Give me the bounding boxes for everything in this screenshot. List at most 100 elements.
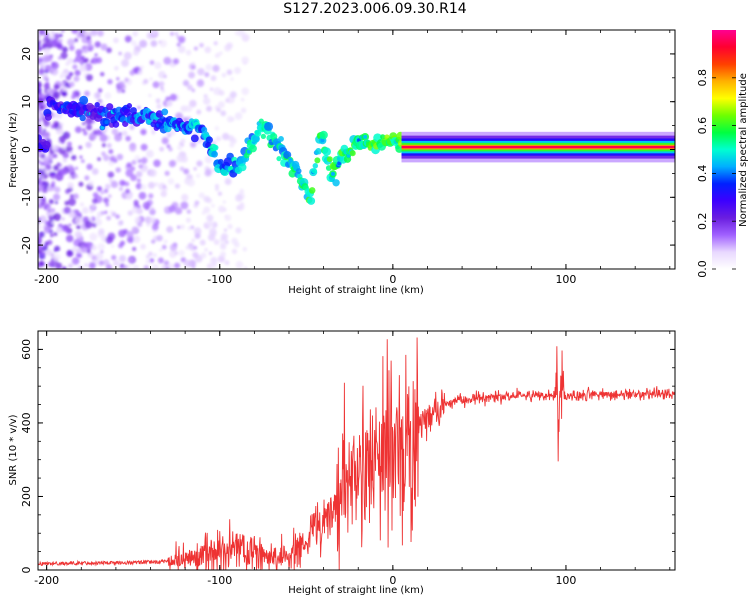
- heatmap-cell: [174, 32, 179, 36]
- heatmap-peak: [330, 171, 335, 176]
- heatmap-cell: [95, 218, 103, 226]
- heatmap-cell: [84, 263, 88, 267]
- heatmap-cell: [212, 144, 219, 151]
- heatmap-cell: [227, 223, 233, 230]
- heatmap-cell: [107, 171, 115, 178]
- heatmap-cell: [150, 40, 158, 47]
- heatmap-cell: [82, 122, 86, 126]
- heatmap-cell: [148, 251, 153, 257]
- heatmap-cell: [179, 224, 185, 230]
- heatmap-cell: [166, 225, 174, 233]
- heatmap-cell: [312, 163, 319, 169]
- heatmap-cell: [97, 157, 101, 162]
- heatmap-cell: [67, 182, 74, 189]
- heatmap-cell: [150, 30, 157, 36]
- heatmap-cell: [129, 70, 136, 76]
- heatmap-cell: [68, 263, 73, 269]
- heatmap-cell: [210, 256, 218, 265]
- heatmap-cell: [73, 193, 79, 200]
- heatmap-cell: [161, 89, 165, 93]
- colorbar-tick-label: 0.0: [696, 260, 709, 278]
- heatmap-noise: [38, 30, 250, 269]
- heatmap-cell: [173, 58, 180, 65]
- heatmap-cell: [125, 169, 134, 177]
- heatmap-cell: [51, 61, 56, 66]
- heatmap-cell: [45, 164, 52, 171]
- heatmap-cell: [111, 254, 117, 261]
- heatmap-cell: [86, 124, 93, 131]
- heatmap-cell: [106, 103, 114, 111]
- heatmap-cell: [203, 93, 208, 99]
- heatmap-cell: [109, 210, 114, 215]
- heatmap-cell: [58, 135, 66, 143]
- heatmap-cell: [74, 38, 79, 43]
- heatmap-cell: [98, 260, 104, 266]
- heatmap-cell: [43, 36, 51, 44]
- heatmap-cell: [264, 121, 274, 131]
- heatmap-cell: [241, 33, 250, 42]
- heatmap-cell: [255, 130, 262, 137]
- heatmap-cell: [187, 178, 196, 187]
- heatmap-cell: [119, 179, 126, 187]
- heatmap-cell: [215, 136, 222, 142]
- heatmap-cell: [92, 198, 98, 204]
- heatmap-cell: [85, 74, 93, 82]
- heatmap-cell: [89, 232, 98, 241]
- heatmap-peak: [147, 119, 152, 124]
- heatmap-cell: [178, 35, 186, 44]
- heatmap-cell: [91, 168, 99, 175]
- heatmap-cell: [49, 34, 55, 41]
- heatmap-cell: [62, 145, 66, 150]
- heatmap-cell: [192, 251, 199, 258]
- heatmap-cell: [160, 190, 167, 198]
- heatmap-cell: [105, 202, 109, 207]
- heatmap-cell: [75, 248, 82, 254]
- heatmap-cell: [56, 226, 63, 233]
- heatmap-cell: [74, 69, 81, 76]
- heatmap-cell: [130, 40, 137, 47]
- snr-panel: -200 -100 0 100 0 200 400 600 Height of straigh…: [8, 330, 676, 596]
- heatmap-cell: [71, 246, 78, 252]
- heatmap-cell: [42, 54, 51, 63]
- heatmap-cell: [226, 42, 233, 49]
- heatmap-cell: [194, 200, 200, 206]
- heatmap-cell: [141, 168, 146, 173]
- heatmap-cell: [212, 64, 220, 73]
- spectrogram-ylabel: Frequency (Hz): [8, 112, 19, 188]
- heatmap-cell: [241, 56, 249, 65]
- heatmap-cell: [127, 210, 133, 216]
- heatmap-cell: [79, 114, 86, 122]
- heatmap-cell: [102, 259, 110, 266]
- heatmap-cell: [83, 131, 88, 136]
- heatmap-cell: [176, 42, 181, 47]
- heatmap-cell: [64, 200, 70, 206]
- heatmap-cell: [60, 51, 68, 60]
- heatmap-cell: [72, 259, 77, 264]
- heatmap-cell: [74, 126, 82, 134]
- heatmap-cell: [295, 168, 302, 174]
- heatmap-cell: [162, 184, 167, 189]
- heatmap-cell: [173, 262, 181, 269]
- heatmap-cell: [195, 173, 201, 178]
- heatmap-cell: [152, 81, 160, 89]
- heatmap-cell: [78, 212, 82, 216]
- heatmap-peak: [320, 138, 325, 143]
- heatmap-cell: [115, 167, 121, 173]
- heatmap-cell: [66, 57, 74, 65]
- heatmap-cell: [132, 264, 140, 269]
- heatmap-cell: [260, 133, 266, 140]
- heatmap-cell: [145, 254, 150, 259]
- heatmap-cell: [191, 65, 196, 70]
- heatmap-cell: [208, 251, 213, 256]
- heatmap-cell: [68, 175, 72, 180]
- heatmap-cell: [41, 251, 46, 256]
- heatmap-cell: [159, 39, 167, 48]
- heatmap-cell: [148, 93, 152, 98]
- heatmap-cell: [90, 30, 98, 37]
- heatmap-cell: [79, 202, 85, 207]
- heatmap-cell: [107, 79, 113, 85]
- heatmap-cell: [43, 120, 51, 127]
- heatmap-cell: [214, 184, 220, 189]
- heatmap-cell: [196, 160, 203, 167]
